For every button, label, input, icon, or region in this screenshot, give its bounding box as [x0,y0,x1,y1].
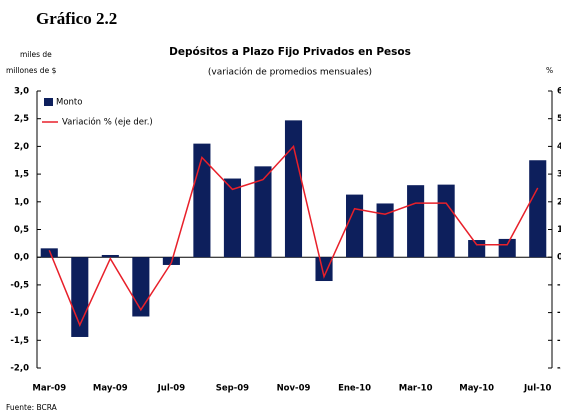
y-tick-label: 1,0 [14,197,29,207]
bar [101,254,119,258]
y2-tick-label: 5 [557,114,561,124]
bar [437,184,455,258]
y2-tick-label: 0 [557,253,561,263]
y-tick-label: 2,5 [14,114,29,124]
bar [468,240,486,258]
y-tick-label: -1,5 [10,336,29,346]
y2-tick-label: 1 [557,225,561,235]
y2-tick-label: -4 [557,364,561,374]
bar [498,238,516,258]
heading: Gráfico 2.2 [36,9,117,28]
line [48,144,539,327]
bar [223,178,241,258]
bar [529,160,547,258]
y2-tick-label: 6 [557,87,561,97]
y-tick-label: -0,5 [10,280,29,290]
chart-title: Depósitos a Plazo Fijo Privados en Pesos [169,46,411,58]
x-tick-label: Jul-10 [523,384,552,394]
y-tick-label: -2,0 [10,364,29,374]
bar [346,194,364,258]
legend-swatch [44,98,53,106]
bar [407,185,425,258]
y-tick-label: 2,0 [14,142,29,152]
y-tick-label: -1,0 [10,308,29,318]
x-tick-label: Mar-09 [32,384,66,394]
y2-tick-label: 3 [557,170,561,180]
y-axis-label: miles de [20,50,52,59]
chart-subtitle: (variación de promedios mensuales) [208,67,372,78]
bar [376,203,394,258]
x-tick-label: May-10 [459,384,494,394]
x-tick-label: Mar-10 [399,384,433,394]
x-tick-label: May-09 [93,384,128,394]
bar [254,166,272,258]
y-tick-label: 1,5 [14,170,29,180]
y-tick-label: 0,5 [14,225,29,235]
bar [315,257,333,282]
bar [284,120,303,258]
y2-tick-label: -3 [557,336,561,346]
bar [132,257,150,317]
x-tick-label: Jul-09 [157,384,186,394]
x-tick-label: Ene-10 [338,384,371,394]
y2-axis-label: % [546,66,553,75]
y-axis-label: millones de $ [6,66,57,75]
source: Fuente: BCRA [6,403,58,412]
legend-label: Monto [56,98,82,108]
y2-tick-label: -2 [557,308,561,318]
y-tick-label: 3,0 [14,87,29,97]
y2-tick-label: 2 [557,197,561,207]
legend-label: Variación % (eje der.) [62,117,153,128]
x-tick-label: Nov-09 [277,384,311,394]
y2-tick-label: 4 [557,142,561,152]
y2-tick-label: -1 [557,280,561,290]
y-tick-label: 0,0 [14,253,29,263]
x-tick-label: Sep-09 [216,384,249,394]
bar [193,143,211,258]
bar [40,248,58,258]
